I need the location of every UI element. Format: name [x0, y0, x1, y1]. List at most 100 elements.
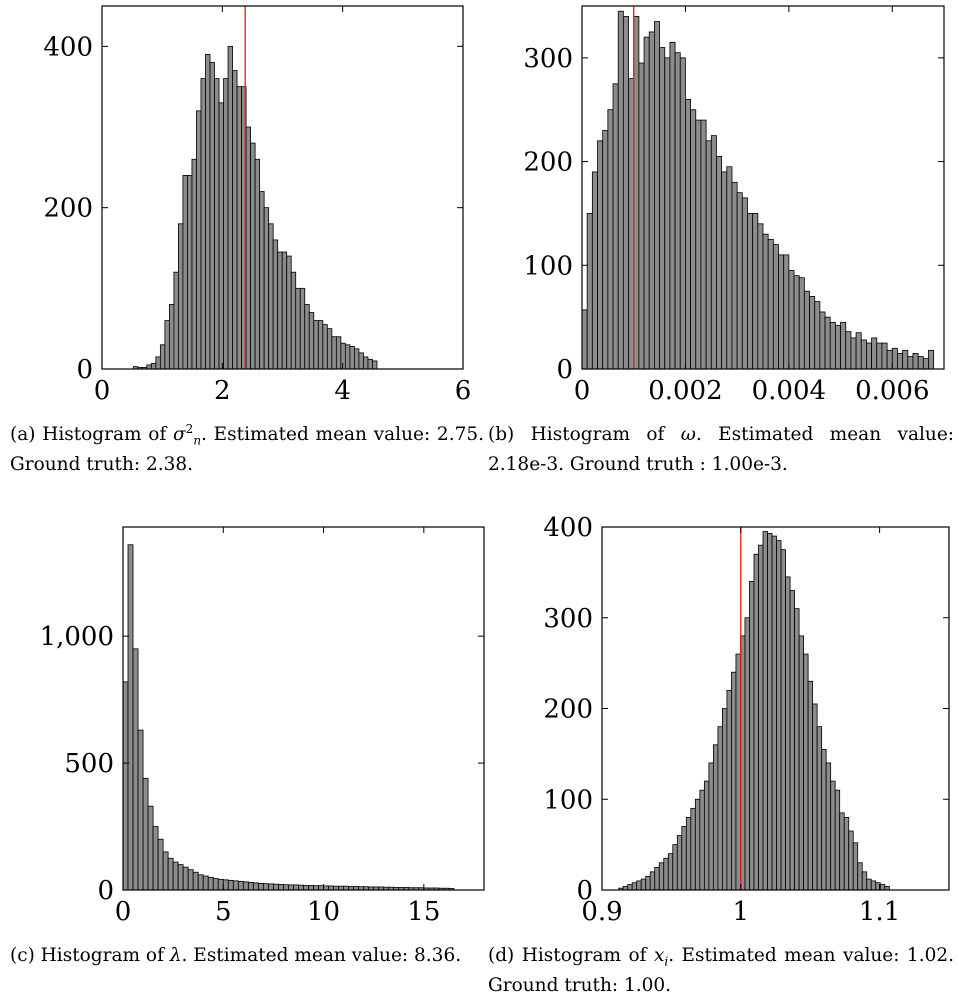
axes-frame [122, 526, 485, 891]
histogram-bar [286, 255, 292, 370]
histogram-bar [860, 339, 867, 370]
histogram-bar [150, 362, 157, 370]
histogram-bar [232, 880, 239, 891]
y-tick-label: 100 [543, 785, 593, 815]
histogram-bar [907, 356, 914, 370]
histogram-bar [173, 271, 179, 370]
histogram-bar [627, 884, 633, 891]
histogram-bar [152, 826, 159, 891]
histogram-bar [654, 21, 660, 370]
chart-panel-d: 0.9 1 1.1 0 100 200 300 400 [543, 513, 950, 927]
histogram-bar [288, 884, 294, 891]
histogram-bar [335, 336, 342, 370]
histogram-bar [922, 358, 929, 370]
histogram-bar [263, 207, 270, 370]
x-tick-label: 6 [455, 376, 472, 406]
histogram-bar [178, 223, 184, 370]
histogram-bar [638, 62, 645, 370]
histogram-bar [785, 576, 791, 891]
histogram-bar [164, 320, 170, 370]
histogram-bar [717, 726, 723, 891]
histogram-bar [267, 883, 274, 891]
histogram-bar [200, 78, 206, 370]
histogram-bar [227, 879, 234, 891]
histogram-bar [816, 726, 823, 891]
histogram-bar [299, 287, 306, 370]
histogram-bar [191, 158, 197, 370]
histogram-bar [245, 126, 252, 370]
histogram-bar [852, 842, 859, 891]
histogram-bar [749, 581, 755, 891]
histogram-bar [259, 191, 265, 370]
histogram-bar [736, 192, 743, 370]
histogram-bar [721, 171, 728, 370]
histogram-bar [358, 352, 364, 370]
histogram-bar [237, 880, 244, 891]
histogram-bar [295, 287, 301, 370]
x-tick-label: 0.004 [752, 376, 826, 406]
histogram-bar [685, 817, 692, 891]
histogram-bar [814, 301, 821, 370]
caption-a: (a) Histogram of σ2n. Estimated mean val… [10, 421, 484, 475]
histogram-bar [328, 885, 334, 891]
histogram-bar [897, 353, 904, 370]
histogram-bar [353, 348, 360, 370]
histogram-bar [674, 52, 681, 370]
histogram-bar [157, 838, 164, 891]
histogram-bar [137, 729, 144, 891]
histogram-bar [776, 540, 782, 891]
histogram-bar [757, 223, 764, 370]
y-tick-label: 200 [523, 148, 573, 178]
histogram-bar [845, 331, 852, 370]
histogram-bar [928, 349, 935, 370]
histogram-bar [835, 325, 841, 370]
histogram-bar [722, 708, 728, 891]
histogram-bar [855, 332, 862, 370]
histogram-bar [762, 531, 768, 891]
x-tick-label: 1 [733, 897, 750, 927]
histogram-bar [326, 328, 333, 370]
histogram-bar [214, 78, 220, 370]
histogram-bar [217, 878, 224, 891]
histogram-bar [699, 789, 705, 891]
histogram-bar [798, 635, 805, 891]
histogram-bar [304, 304, 310, 370]
histogram-bar [643, 36, 650, 370]
x-tick-label: 4 [334, 376, 351, 406]
histogram-bar [268, 223, 274, 370]
histogram-bar [685, 98, 691, 370]
histogram-bar [132, 648, 139, 891]
histogram-bar [636, 880, 642, 891]
histogram-bar [866, 342, 872, 370]
histogram-bar [886, 349, 893, 370]
y-tick-label: 200 [543, 695, 593, 725]
histogram-bar [212, 878, 219, 891]
histogram-bar [669, 41, 676, 370]
axes-frame [101, 5, 464, 370]
histogram-bar [142, 777, 149, 891]
histogram-bar [767, 532, 773, 891]
histogram-bar [700, 119, 707, 370]
histogram-bar [349, 346, 355, 370]
histogram-bar [747, 213, 754, 370]
histogram-bar [313, 320, 319, 370]
histogram-bar [824, 316, 831, 370]
histogram-bar [857, 862, 863, 891]
histogram-bar [843, 817, 850, 891]
histogram-bar [645, 875, 651, 891]
histogram-bar [829, 321, 836, 370]
histogram-bar [159, 344, 166, 370]
histogram-bar [731, 181, 738, 370]
histogram-bar [177, 864, 184, 891]
histogram-bar [758, 544, 764, 891]
histogram-bar [825, 762, 832, 891]
x-tick-label: 5 [215, 897, 232, 927]
histogram-bar [250, 142, 256, 370]
histogram-bar [617, 10, 624, 370]
x-tick-label: 0 [115, 897, 132, 927]
histogram-bar [122, 681, 129, 891]
histogram-bar [155, 356, 161, 370]
histogram-bar [331, 336, 337, 370]
histogram-bar [812, 703, 818, 891]
